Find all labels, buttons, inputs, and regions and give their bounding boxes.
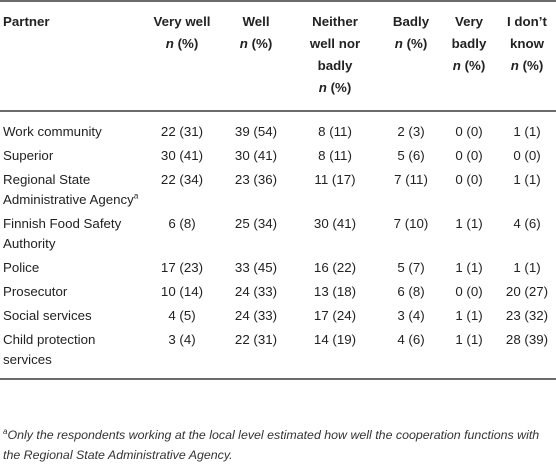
neither-cell: 14 (19) (288, 330, 382, 380)
partner-cell: Social services (3, 308, 92, 323)
partner-cell: Finnish Food Safety Authority (3, 216, 122, 251)
very-badly-cell: 1 (1) (455, 216, 483, 231)
dont-know-cell: 1 (1) (513, 124, 541, 139)
table-row: Police 17 (23) 33 (45) 16 (22) 5 (7) 1 (… (0, 258, 556, 282)
very-well-cell: 17 (23) (160, 260, 204, 275)
dont-know-cell: 1 (1) (513, 172, 541, 187)
badly-cell: 7 (10) (393, 216, 429, 231)
very-badly-cell: 0 (0) (455, 172, 483, 187)
well-cell: 25 (34) (234, 216, 278, 231)
partner-cell: Regional State Administrative Agencya (3, 172, 139, 207)
very-well-cell: 30 (41) (160, 148, 204, 163)
header-badly: Badly n (%) (382, 0, 440, 112)
dont-know-cell: 20 (27) (505, 284, 549, 299)
header-very-well: Very well n (%) (140, 0, 224, 112)
very-badly-cell: 0 (0) (455, 284, 483, 299)
header-partner: Partner (0, 0, 140, 112)
dont-know-cell: 1 (1) (513, 260, 541, 275)
very-well-cell: 22 (34) (160, 172, 204, 187)
well-cell: 24 (33) (234, 308, 278, 323)
partner-cell: Child protection services (0, 330, 140, 380)
very-badly-cell: 1 (1) (455, 260, 483, 275)
dont-know-cell: 23 (32) (505, 308, 549, 323)
badly-cell: 3 (4) (397, 308, 425, 323)
badly-cell: 4 (6) (382, 330, 440, 380)
badly-cell: 6 (8) (397, 284, 425, 299)
very-well-cell: 6 (8) (168, 216, 196, 231)
footnote-text: Only the respondents working at the loca… (3, 428, 540, 462)
very-well-cell: 4 (5) (168, 308, 196, 323)
well-cell: 30 (41) (234, 148, 278, 163)
partner-cell: Work community (3, 124, 102, 139)
well-cell: 24 (33) (234, 284, 278, 299)
header-row: Partner Very well n (%) Well n (%) Neith… (0, 0, 556, 112)
table-row: Child protection services 3 (4) 22 (31) … (0, 330, 556, 380)
header-very-badly: Very badly n (%) (440, 0, 498, 112)
neither-cell: 8 (11) (318, 124, 352, 139)
badly-cell: 5 (6) (397, 148, 425, 163)
table-row: Finnish Food Safety Authority 6 (8) 25 (… (0, 214, 556, 258)
neither-cell: 8 (11) (318, 148, 352, 163)
very-badly-cell: 1 (1) (455, 308, 483, 323)
dont-know-cell: 4 (6) (513, 216, 541, 231)
neither-cell: 13 (18) (313, 284, 357, 299)
table-row: Social services 4 (5) 24 (33) 17 (24) 3 … (0, 306, 556, 330)
very-well-cell: 22 (31) (160, 124, 204, 139)
header-dont-know: I don’t know n (%) (498, 0, 556, 112)
cooperation-table: Partner Very well n (%) Well n (%) Neith… (0, 0, 556, 380)
table-row: Work community 22 (31) 39 (54) 8 (11) 2 … (0, 111, 556, 146)
very-badly-cell: 0 (0) (455, 148, 483, 163)
header-neither: Neither well nor badly n (%) (288, 0, 382, 112)
well-cell: 22 (31) (224, 330, 288, 380)
partner-cell: Superior (3, 148, 54, 163)
neither-cell: 11 (17) (314, 172, 356, 187)
header-well: Well n (%) (224, 0, 288, 112)
table-row: Superior 30 (41) 30 (41) 8 (11) 5 (6) 0 … (0, 146, 556, 170)
badly-cell: 5 (7) (397, 260, 425, 275)
well-cell: 39 (54) (234, 124, 278, 139)
dont-know-cell: 0 (0) (513, 148, 541, 163)
neither-cell: 17 (24) (313, 308, 357, 323)
neither-cell: 30 (41) (313, 216, 357, 231)
very-badly-cell: 1 (1) (440, 330, 498, 380)
very-well-cell: 10 (14) (160, 284, 204, 299)
very-well-cell: 3 (4) (140, 330, 224, 380)
footnote-marker: a (133, 191, 139, 201)
well-cell: 33 (45) (234, 260, 278, 275)
very-badly-cell: 0 (0) (455, 124, 483, 139)
badly-cell: 7 (11) (394, 172, 428, 187)
footnote-marker: a (3, 426, 8, 436)
table-row: Prosecutor 10 (14) 24 (33) 13 (18) 6 (8)… (0, 282, 556, 306)
table-row: Regional State Administrative Agencya 22… (0, 170, 556, 214)
partner-cell: Police (3, 260, 40, 275)
well-cell: 23 (36) (234, 172, 278, 187)
neither-cell: 16 (22) (313, 260, 357, 275)
partner-cell: Prosecutor (3, 284, 68, 299)
table-footnote: aOnly the respondents working at the loc… (3, 425, 551, 465)
dont-know-cell: 28 (39) (498, 330, 556, 380)
badly-cell: 2 (3) (397, 124, 425, 139)
